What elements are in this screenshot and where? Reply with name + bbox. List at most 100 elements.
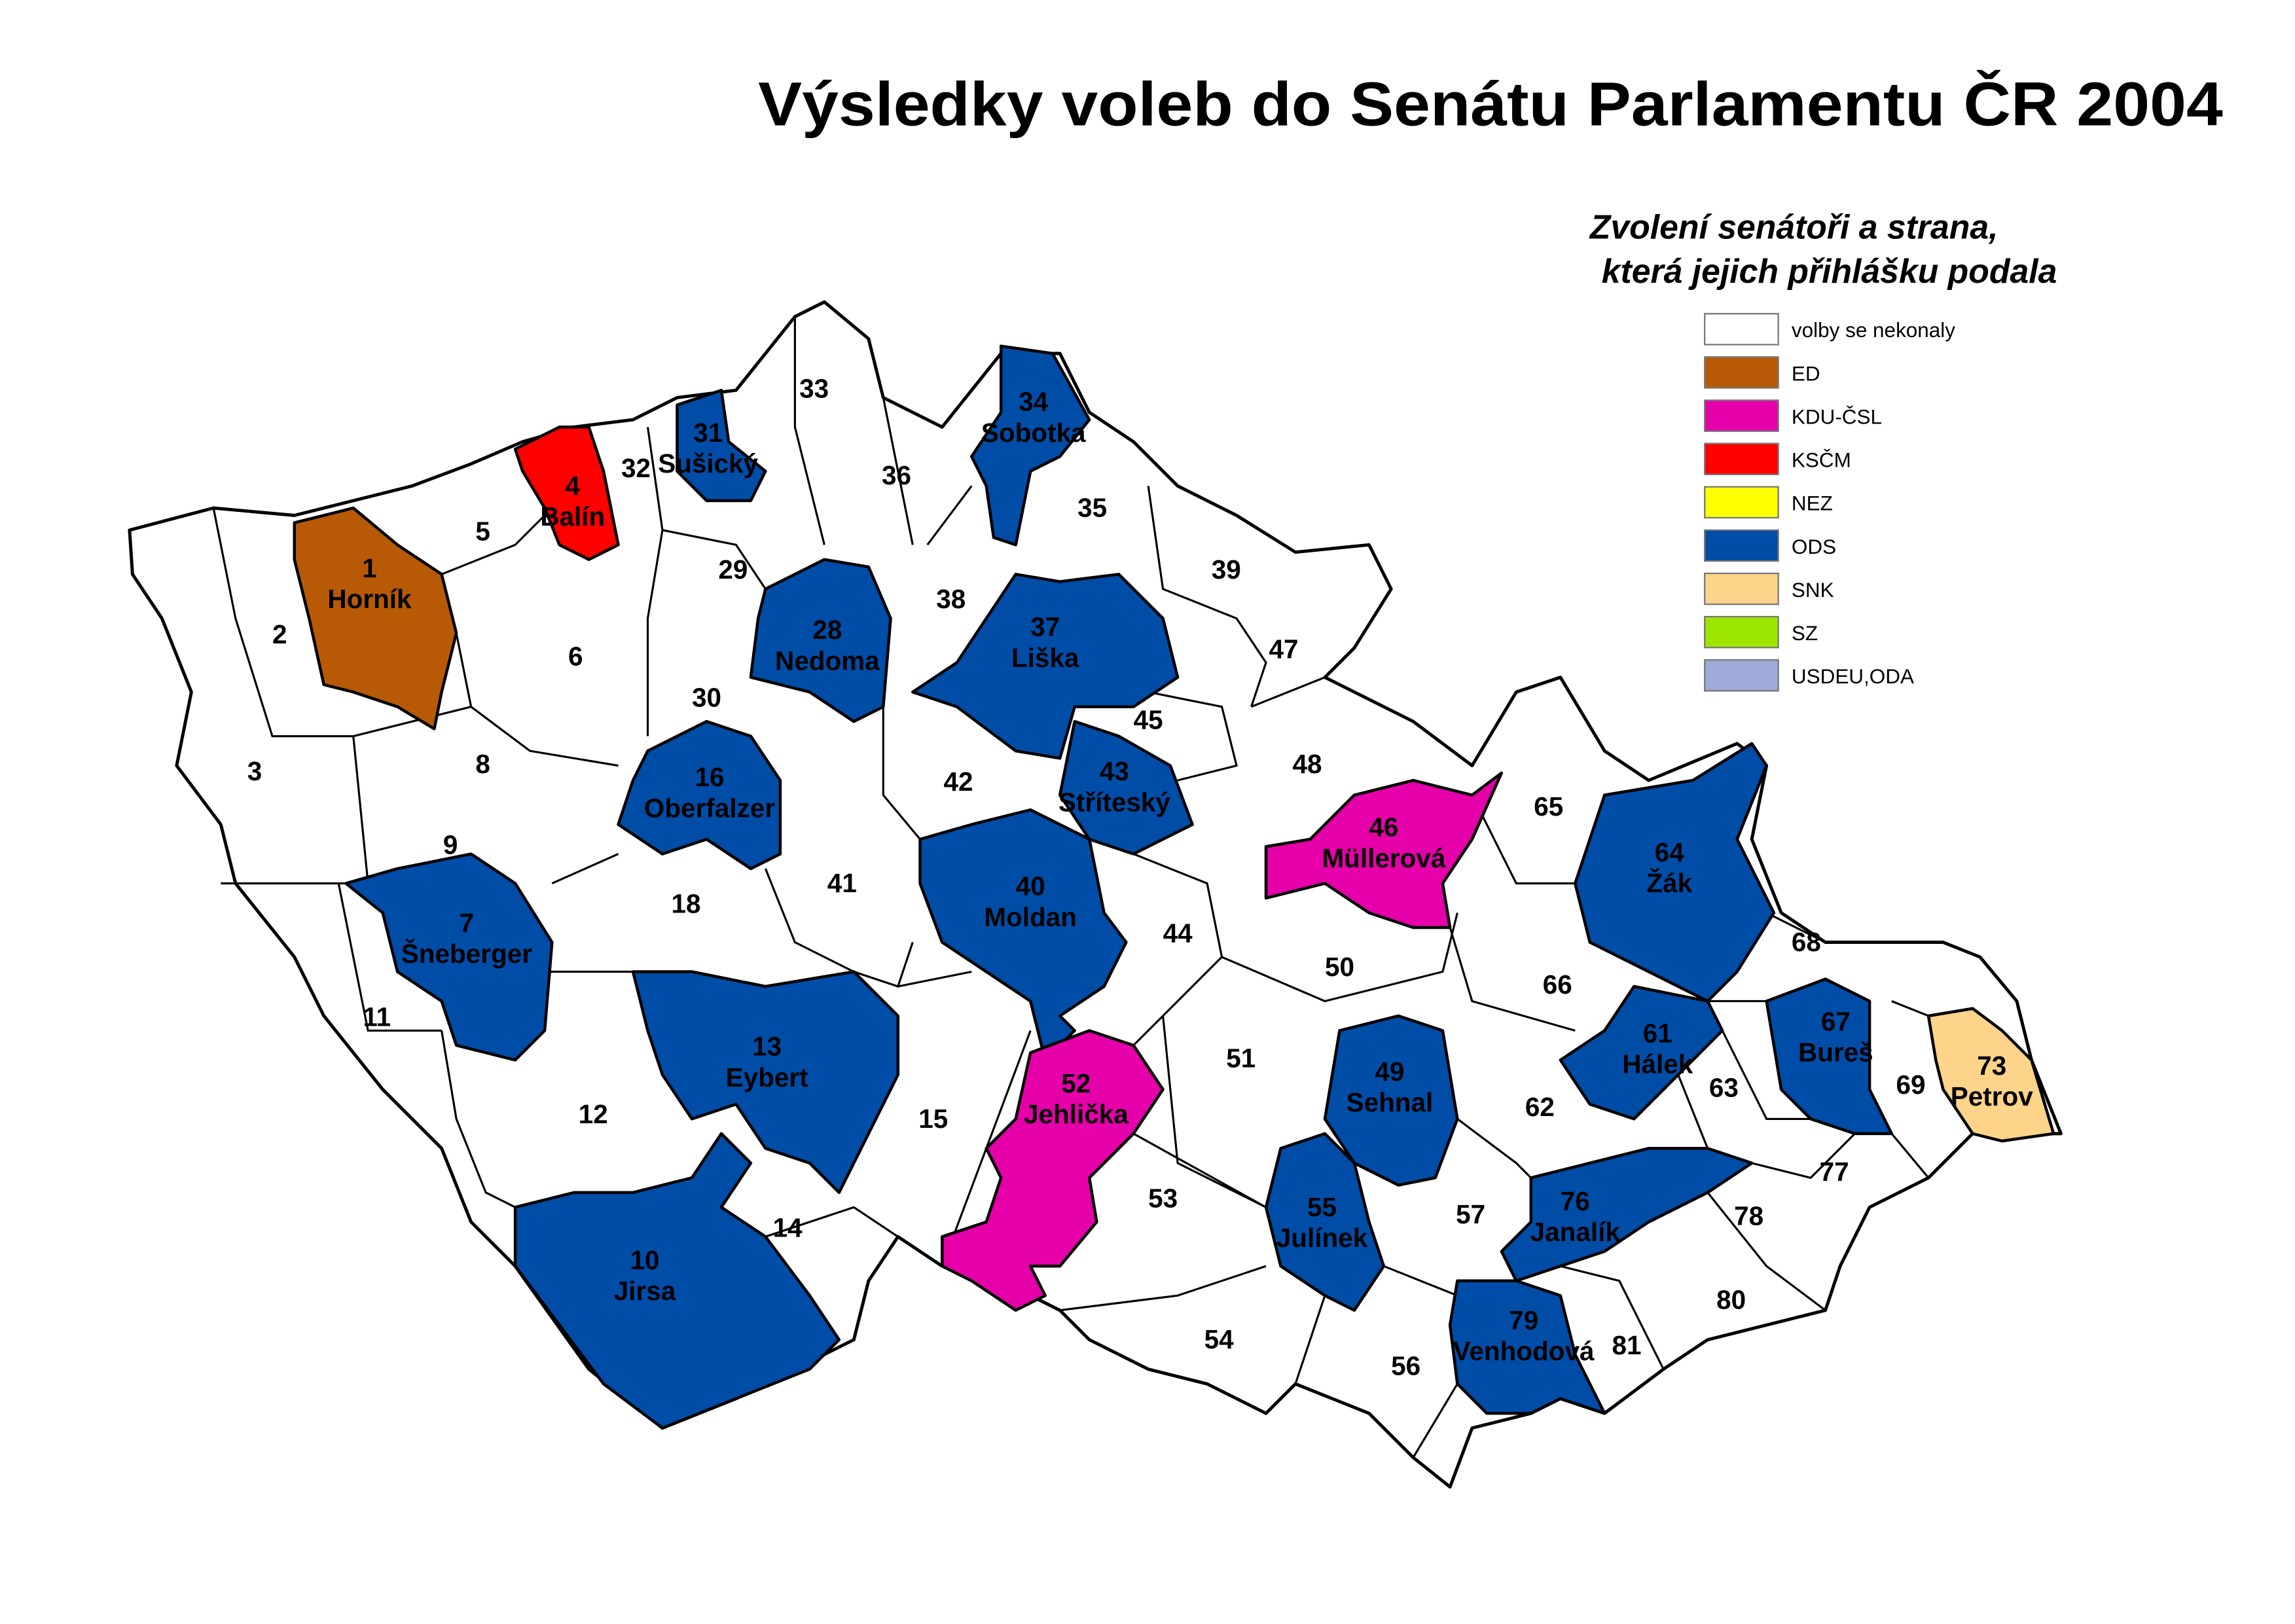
district-number-label: 2 bbox=[272, 619, 287, 649]
district-number-label: 43 bbox=[1100, 756, 1129, 786]
district-46 bbox=[1264, 771, 1504, 929]
district-79 bbox=[1448, 1279, 1606, 1415]
district-number-label: 1 bbox=[362, 553, 377, 583]
district-number-label: 53 bbox=[1148, 1183, 1178, 1213]
district-number-label: 46 bbox=[1369, 812, 1398, 842]
senator-name-label: Eybert bbox=[726, 1062, 808, 1092]
district-number-label: 57 bbox=[1456, 1199, 1485, 1229]
senator-name-label: Julínek bbox=[1276, 1223, 1368, 1253]
district-number-label: 34 bbox=[1019, 387, 1049, 417]
district-number-label: 11 bbox=[363, 1002, 391, 1032]
senator-name-label: Liška bbox=[1011, 643, 1079, 673]
district-number-label: 79 bbox=[1509, 1305, 1538, 1335]
district-73 bbox=[1926, 1007, 2055, 1143]
legend-title-line2: která jejich přihlášku podala bbox=[1602, 252, 2057, 290]
district-number-label: 80 bbox=[1716, 1284, 1746, 1314]
legend-label: NEZ bbox=[1792, 492, 1833, 515]
district-number-label: 66 bbox=[1543, 969, 1572, 1000]
district-number-label: 41 bbox=[827, 868, 857, 898]
senator-name-label: Bureš bbox=[1798, 1038, 1873, 1068]
district-number-label: 47 bbox=[1269, 634, 1299, 664]
district-67 bbox=[1765, 977, 1894, 1136]
senator-name-label: Hálek bbox=[1622, 1049, 1693, 1079]
district-number-label: 81 bbox=[1612, 1330, 1642, 1360]
district-number-label: 77 bbox=[1820, 1157, 1849, 1187]
district-number-label: 14 bbox=[773, 1212, 803, 1242]
district-16 bbox=[617, 719, 782, 871]
senator-name-label: Žák bbox=[1646, 868, 1692, 898]
district-number-label: 6 bbox=[568, 641, 583, 672]
district-55 bbox=[1264, 1132, 1386, 1312]
senator-name-label: Jehlička bbox=[1024, 1099, 1129, 1129]
senator-name-label: Sehnal bbox=[1346, 1087, 1434, 1117]
district-number-label: 42 bbox=[944, 767, 973, 797]
legend-label: ODS bbox=[1792, 535, 1836, 558]
legend-label: KSČM bbox=[1792, 449, 1851, 472]
senator-name-label: Venhodová bbox=[1453, 1336, 1595, 1366]
legend-swatch bbox=[1704, 529, 1779, 562]
district-number-label: 55 bbox=[1307, 1192, 1337, 1222]
district-number-label: 32 bbox=[621, 453, 651, 483]
district-34 bbox=[970, 344, 1091, 547]
district-number-label: 16 bbox=[695, 762, 724, 792]
district-number-label: 15 bbox=[918, 1104, 948, 1134]
senator-name-label: Sobotka bbox=[981, 418, 1086, 448]
district-40 bbox=[918, 808, 1128, 1062]
district-number-label: 13 bbox=[752, 1032, 782, 1062]
district-number-label: 48 bbox=[1292, 749, 1322, 779]
district-number-label: 3 bbox=[247, 756, 262, 786]
district-number-label: 37 bbox=[1030, 612, 1060, 642]
senator-name-label: Oberfalzer bbox=[644, 793, 775, 823]
legend: Zvolení senátoři a strana, která jejich … bbox=[1589, 208, 2057, 692]
district-number-label: 30 bbox=[692, 683, 721, 713]
district-number-label: 54 bbox=[1204, 1324, 1235, 1354]
district-31 bbox=[676, 388, 767, 503]
district-number-label: 8 bbox=[475, 749, 490, 779]
district-number-label: 28 bbox=[812, 615, 842, 645]
legend-title-line1: Zvolení senátoři a strana, bbox=[1589, 208, 1998, 246]
district-number-label: 40 bbox=[1016, 871, 1045, 901]
district-number-label: 49 bbox=[1375, 1056, 1404, 1087]
district-number-label: 35 bbox=[1077, 493, 1107, 523]
senator-name-label: Müllerová bbox=[1322, 843, 1445, 873]
district-13 bbox=[631, 970, 900, 1195]
district-number-label: 31 bbox=[693, 418, 723, 448]
district-number-label: 18 bbox=[671, 889, 700, 919]
district-number-label: 65 bbox=[1534, 791, 1563, 821]
legend-swatch bbox=[1704, 313, 1779, 346]
district-4 bbox=[513, 425, 620, 562]
district-7 bbox=[344, 852, 554, 1062]
senator-name-label: Stříteský bbox=[1058, 787, 1170, 817]
legend-label: KDU-ČSL bbox=[1792, 405, 1882, 428]
district-number-label: 52 bbox=[1061, 1068, 1091, 1098]
district-61 bbox=[1559, 984, 1724, 1121]
district-number-label: 50 bbox=[1325, 952, 1354, 982]
legend-swatch bbox=[1704, 356, 1779, 389]
district-number-label: 38 bbox=[936, 584, 966, 614]
district-number-label: 36 bbox=[882, 460, 911, 490]
district-49 bbox=[1323, 1014, 1459, 1187]
senator-name-label: Horník bbox=[327, 584, 412, 614]
district-number-label: 61 bbox=[1643, 1018, 1672, 1048]
district-number-label: 73 bbox=[1977, 1051, 2006, 1081]
district-number-label: 63 bbox=[1709, 1073, 1739, 1103]
district-number-label: 76 bbox=[1561, 1186, 1590, 1216]
district-number-label: 39 bbox=[1212, 554, 1241, 585]
district-37 bbox=[911, 573, 1180, 760]
district-1 bbox=[293, 506, 458, 731]
district-number-label: 56 bbox=[1391, 1351, 1420, 1381]
legend-label: volby se nekonaly bbox=[1792, 319, 1955, 342]
map-title: Výsledky voleb do Senátu Parlamentu ČR 2… bbox=[758, 69, 2223, 139]
district-10 bbox=[513, 1132, 841, 1430]
district-number-label: 12 bbox=[579, 1099, 608, 1129]
legend-label: SNK bbox=[1792, 579, 1834, 602]
senator-name-label: Moldan bbox=[984, 902, 1077, 932]
district-43 bbox=[1058, 719, 1194, 856]
district-number-label: 10 bbox=[630, 1245, 660, 1275]
district-64 bbox=[1574, 742, 1776, 1003]
senator-name-label: Sušický bbox=[658, 448, 758, 478]
district-76 bbox=[1500, 1147, 1754, 1283]
district-number-label: 62 bbox=[1525, 1092, 1555, 1122]
district-number-label: 51 bbox=[1226, 1043, 1256, 1074]
legend-swatch bbox=[1704, 615, 1779, 649]
